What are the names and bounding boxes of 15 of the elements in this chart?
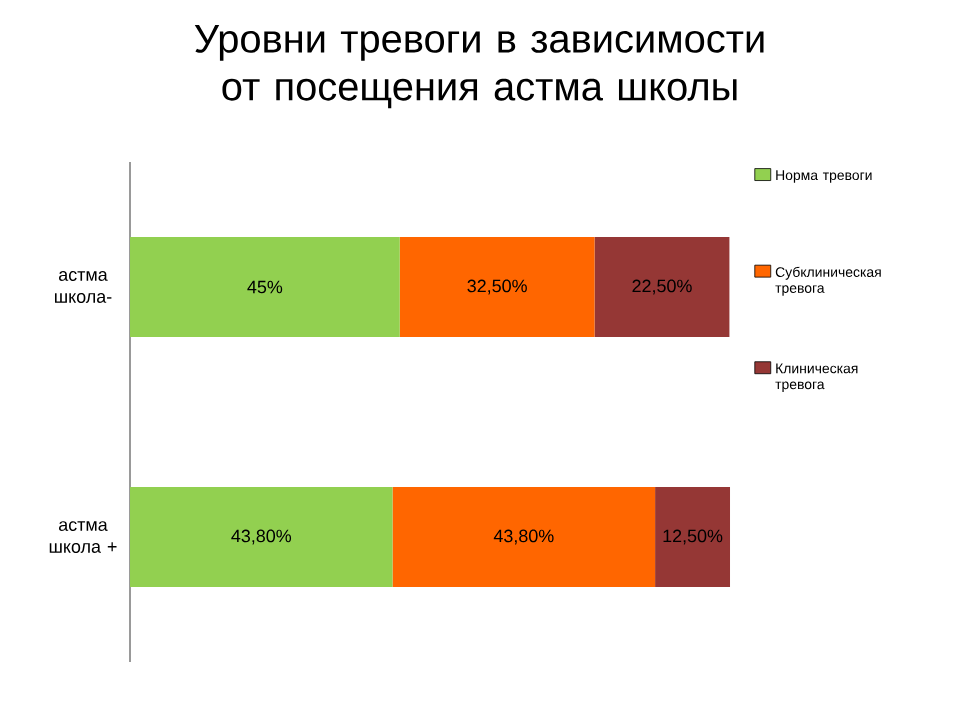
data-label: 45%	[247, 280, 283, 294]
bar	[392, 487, 656, 588]
data-label: 43,80%	[231, 529, 292, 545]
data-label: 22,50%	[632, 279, 692, 295]
data-label: 43,80%	[493, 529, 554, 545]
chart-title: Уровни тревоги в зависимости от посещения астма школы	[194, 25, 764, 109]
bar	[130, 487, 393, 588]
data-label: 32,50%	[467, 279, 527, 295]
bar	[399, 237, 595, 337]
bar	[594, 237, 730, 337]
bar	[655, 487, 731, 588]
y-tick-label: астма школа-	[55, 271, 112, 303]
bar	[130, 237, 400, 337]
data-label: 12,50%	[663, 529, 723, 545]
y-tick-label: астма школа +	[49, 521, 117, 553]
